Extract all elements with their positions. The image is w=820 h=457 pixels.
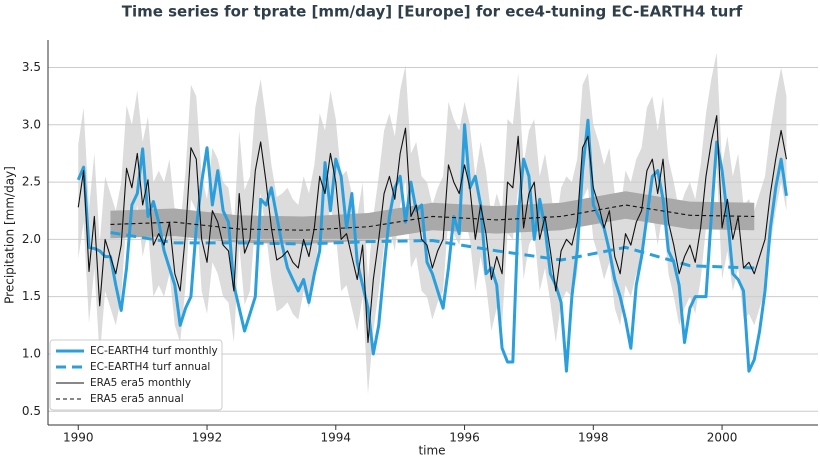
x-axis-label: time bbox=[418, 444, 445, 457]
x-tick-label: 1990 bbox=[63, 431, 94, 445]
y-tick-label: 3.0 bbox=[22, 117, 41, 131]
x-tick-label: 1996 bbox=[449, 431, 480, 445]
x-tick-label: 1992 bbox=[192, 431, 223, 445]
y-tick-label: 3.5 bbox=[22, 60, 41, 74]
x-tick-label: 1998 bbox=[578, 431, 609, 445]
legend-label: ERA5 era5 annual bbox=[90, 393, 184, 405]
series-line bbox=[77, 115, 787, 344]
series-line bbox=[76, 118, 788, 373]
legend-label: EC-EARTH4 turf annual bbox=[90, 361, 210, 373]
series-line bbox=[110, 231, 755, 270]
y-axis-label: Precipitation [mm/day] bbox=[3, 166, 17, 304]
legend-label: ERA5 era5 monthly bbox=[90, 377, 191, 389]
x-tick-label: 1994 bbox=[321, 431, 352, 445]
x-tick-label: 2000 bbox=[707, 431, 738, 445]
y-tick-label: 0.5 bbox=[22, 404, 41, 418]
chart-title: Time series for tprate [mm/day] [Europe]… bbox=[122, 3, 743, 21]
y-tick-label: 2.0 bbox=[22, 232, 41, 246]
y-tick-label: 2.5 bbox=[22, 175, 41, 189]
legend-box bbox=[49, 339, 223, 411]
legend-label: EC-EARTH4 turf monthly bbox=[90, 345, 218, 357]
y-tick-label: 1.0 bbox=[22, 346, 41, 360]
y-tick-label: 1.5 bbox=[22, 289, 41, 303]
series-line bbox=[110, 204, 755, 231]
